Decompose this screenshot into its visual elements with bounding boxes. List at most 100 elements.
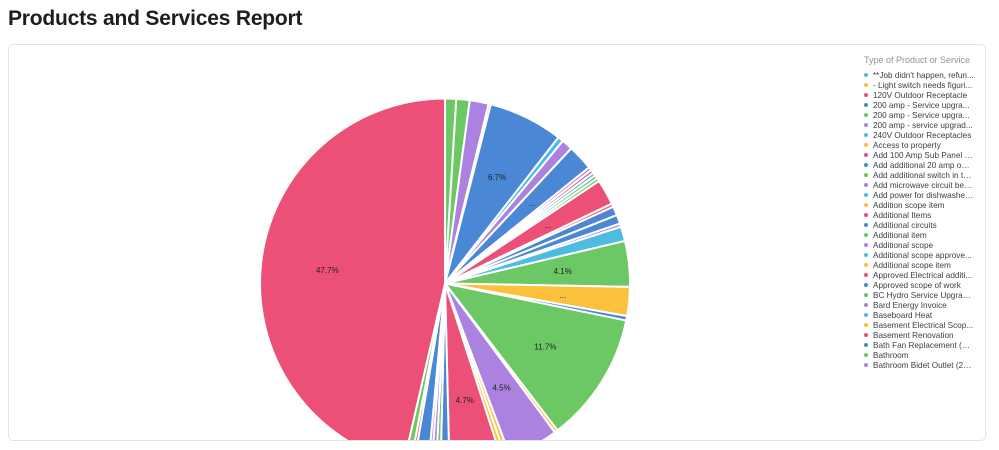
legend-swatch-icon [864,223,868,227]
legend-item[interactable]: Bard Energy Invoice [864,300,984,310]
legend-label: Additional item [873,230,927,240]
legend-item[interactable]: Basement Electrical Scop... [864,320,984,330]
legend-item[interactable]: 200 amp - Service upgra... [864,110,984,120]
pie-slice[interactable] [444,282,628,432]
legend-swatch-icon [864,103,868,107]
legend-label: Add additional 20 amp out... [873,160,974,170]
slice-data-label: 4.1% [554,267,572,276]
legend-swatch-icon [864,243,868,247]
legend-swatch-icon [864,73,868,77]
slice-data-label: 11.7% [534,342,556,351]
legend-item[interactable]: Additional circuits [864,220,984,230]
legend-item[interactable]: 120V Outdoor Receptacle [864,90,984,100]
pie-slice[interactable] [444,282,506,441]
legend: Type of Product or Service **Job didn't … [864,55,984,370]
legend-label: - Light switch needs figuri... [873,80,973,90]
legend-item[interactable]: Additional item [864,230,984,240]
legend-item[interactable]: Add additional 20 amp out... [864,160,984,170]
legend-label: Approved Electrical additi... [873,270,973,280]
legend-label: Additional scope approve... [873,250,972,260]
legend-swatch-icon [864,93,868,97]
legend-item[interactable]: Additional scope approve... [864,250,984,260]
page-title: Products and Services Report [8,7,303,30]
legend-swatch-icon [864,133,868,137]
legend-swatch-icon [864,253,868,257]
legend-swatch-icon [864,143,868,147]
legend-swatch-icon [864,363,868,367]
legend-item[interactable]: Addition scope item [864,200,984,210]
legend-swatch-icon [864,173,868,177]
legend-item[interactable]: Add microwave circuit bes... [864,180,984,190]
legend-swatch-icon [864,343,868,347]
legend-items: **Job didn't happen, refun... - Light swi… [864,70,984,370]
chart-card: 6.7%...... 4.1%... 11.7% 4.5% 4.7% 47.7% Type… [8,44,986,441]
legend-label: Basement Electrical Scop... [873,320,974,330]
legend-label: Additional scope [873,240,934,250]
legend-label: Bathroom [873,350,909,360]
legend-swatch-icon [864,213,868,217]
legend-swatch-icon [864,183,868,187]
legend-item[interactable]: Additional scope item [864,260,984,270]
pie-slice[interactable] [444,282,502,441]
legend-label: **Job didn't happen, refun... [873,70,974,80]
legend-item[interactable]: Add 100 Amp Sub Panel (... [864,150,984,160]
legend-swatch-icon [864,153,868,157]
legend-label: Access to property [873,140,941,150]
pie-slice[interactable] [444,282,510,441]
pie-slice[interactable] [444,282,556,441]
slice-data-label: 47.7% [316,266,339,275]
legend-item[interactable]: BC Hydro Service Upgrad... [864,290,984,300]
legend-label: Addition scope item [873,200,945,210]
slice-data-label: 6.7% [488,173,506,182]
legend-label: Bath Fan Replacement (20... [873,340,974,350]
legend-item[interactable]: Approved scope of work [864,280,984,290]
legend-item[interactable]: 240V Outdoor Receptacles [864,130,984,140]
legend-item[interactable]: Access to property [864,140,984,150]
pie-slice[interactable] [259,97,446,440]
legend-label: Basement Renovation [873,330,954,340]
legend-item[interactable]: Add additional switch in to... [864,170,984,180]
legend-item[interactable]: Basement Renovation [864,330,984,340]
legend-swatch-icon [864,193,868,197]
legend-swatch-icon [864,123,868,127]
legend-swatch-icon [864,113,868,117]
legend-label: Add power for dishwasher ... [873,190,974,200]
legend-swatch-icon [864,303,868,307]
legend-label: Additional circuits [873,220,937,230]
legend-label: Additional Items [873,210,932,220]
legend-swatch-icon [864,323,868,327]
pie-chart: 6.7%...... 4.1%... 11.7% 4.5% 4.7% 47.7% [259,97,631,441]
slice-data-label: ... [559,291,566,300]
legend-label: 200 amp - Service upgra... [873,100,970,110]
legend-item[interactable]: Additional Items [864,210,984,220]
legend-item[interactable]: 200 amp - Service upgra... [864,100,984,110]
legend-swatch-icon [864,83,868,87]
legend-item[interactable]: Approved Electrical additi... [864,270,984,280]
legend-item[interactable]: Bath Fan Replacement (20... [864,340,984,350]
slice-data-label: 4.5% [492,384,510,393]
legend-item[interactable]: Additional scope [864,240,984,250]
legend-swatch-icon [864,293,868,297]
legend-swatch-icon [864,313,868,317]
legend-item[interactable]: **Job didn't happen, refun... [864,70,984,80]
legend-label: Add microwave circuit bes... [873,180,974,190]
legend-swatch-icon [864,163,868,167]
legend-label: Baseboard Heat [873,310,933,320]
legend-label: 200 amp - service upgrad... [873,120,973,130]
legend-swatch-icon [864,203,868,207]
legend-swatch-icon [864,263,868,267]
legend-item[interactable]: 200 amp - service upgrad... [864,120,984,130]
legend-item[interactable]: Bathroom [864,350,984,360]
legend-item[interactable]: Add power for dishwasher ... [864,190,984,200]
legend-swatch-icon [864,333,868,337]
legend-swatch-icon [864,233,868,237]
legend-label: 200 amp - Service upgra... [873,110,970,120]
legend-item[interactable]: Baseboard Heat [864,310,984,320]
legend-item[interactable]: Bathroom Bidet Outlet (20... [864,360,984,370]
slice-data-label: ... [545,221,552,230]
legend-label: Additional scope item [873,260,951,270]
legend-title: Type of Product or Service [864,55,971,65]
legend-item[interactable]: - Light switch needs figuri... [864,80,984,90]
legend-swatch-icon [864,283,868,287]
slice-data-label: ... [528,199,535,208]
